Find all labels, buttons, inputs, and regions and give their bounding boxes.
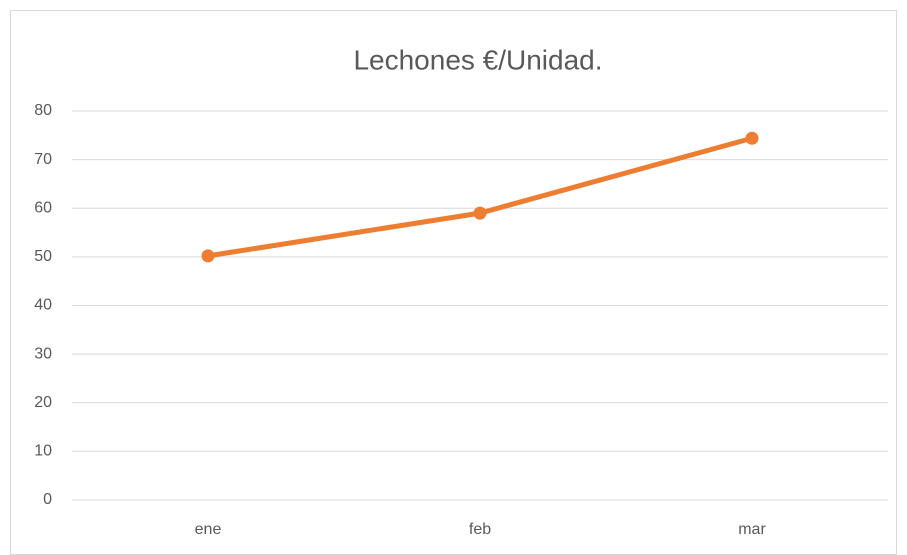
x-tick-label: ene bbox=[195, 521, 222, 538]
y-tick-label: 0 bbox=[43, 491, 52, 508]
y-tick-label: 40 bbox=[34, 297, 52, 314]
y-tick-label: 30 bbox=[34, 345, 52, 362]
y-tick-label: 10 bbox=[34, 443, 52, 460]
y-tick-label: 20 bbox=[34, 394, 52, 411]
y-tick-label: 50 bbox=[34, 248, 52, 265]
data-point bbox=[201, 249, 215, 263]
chart-title: Lechones €/Unidad. bbox=[353, 44, 602, 75]
chart-frame bbox=[10, 10, 897, 555]
y-tick-label: 60 bbox=[34, 199, 52, 216]
x-tick-label: feb bbox=[469, 521, 491, 538]
y-tick-label: 80 bbox=[34, 102, 52, 119]
data-point bbox=[745, 131, 759, 145]
y-tick-label: 70 bbox=[34, 151, 52, 168]
x-tick-label: mar bbox=[738, 521, 766, 538]
data-point bbox=[473, 206, 487, 220]
